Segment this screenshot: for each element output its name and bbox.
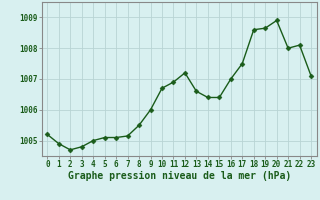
X-axis label: Graphe pression niveau de la mer (hPa): Graphe pression niveau de la mer (hPa) [68,171,291,181]
